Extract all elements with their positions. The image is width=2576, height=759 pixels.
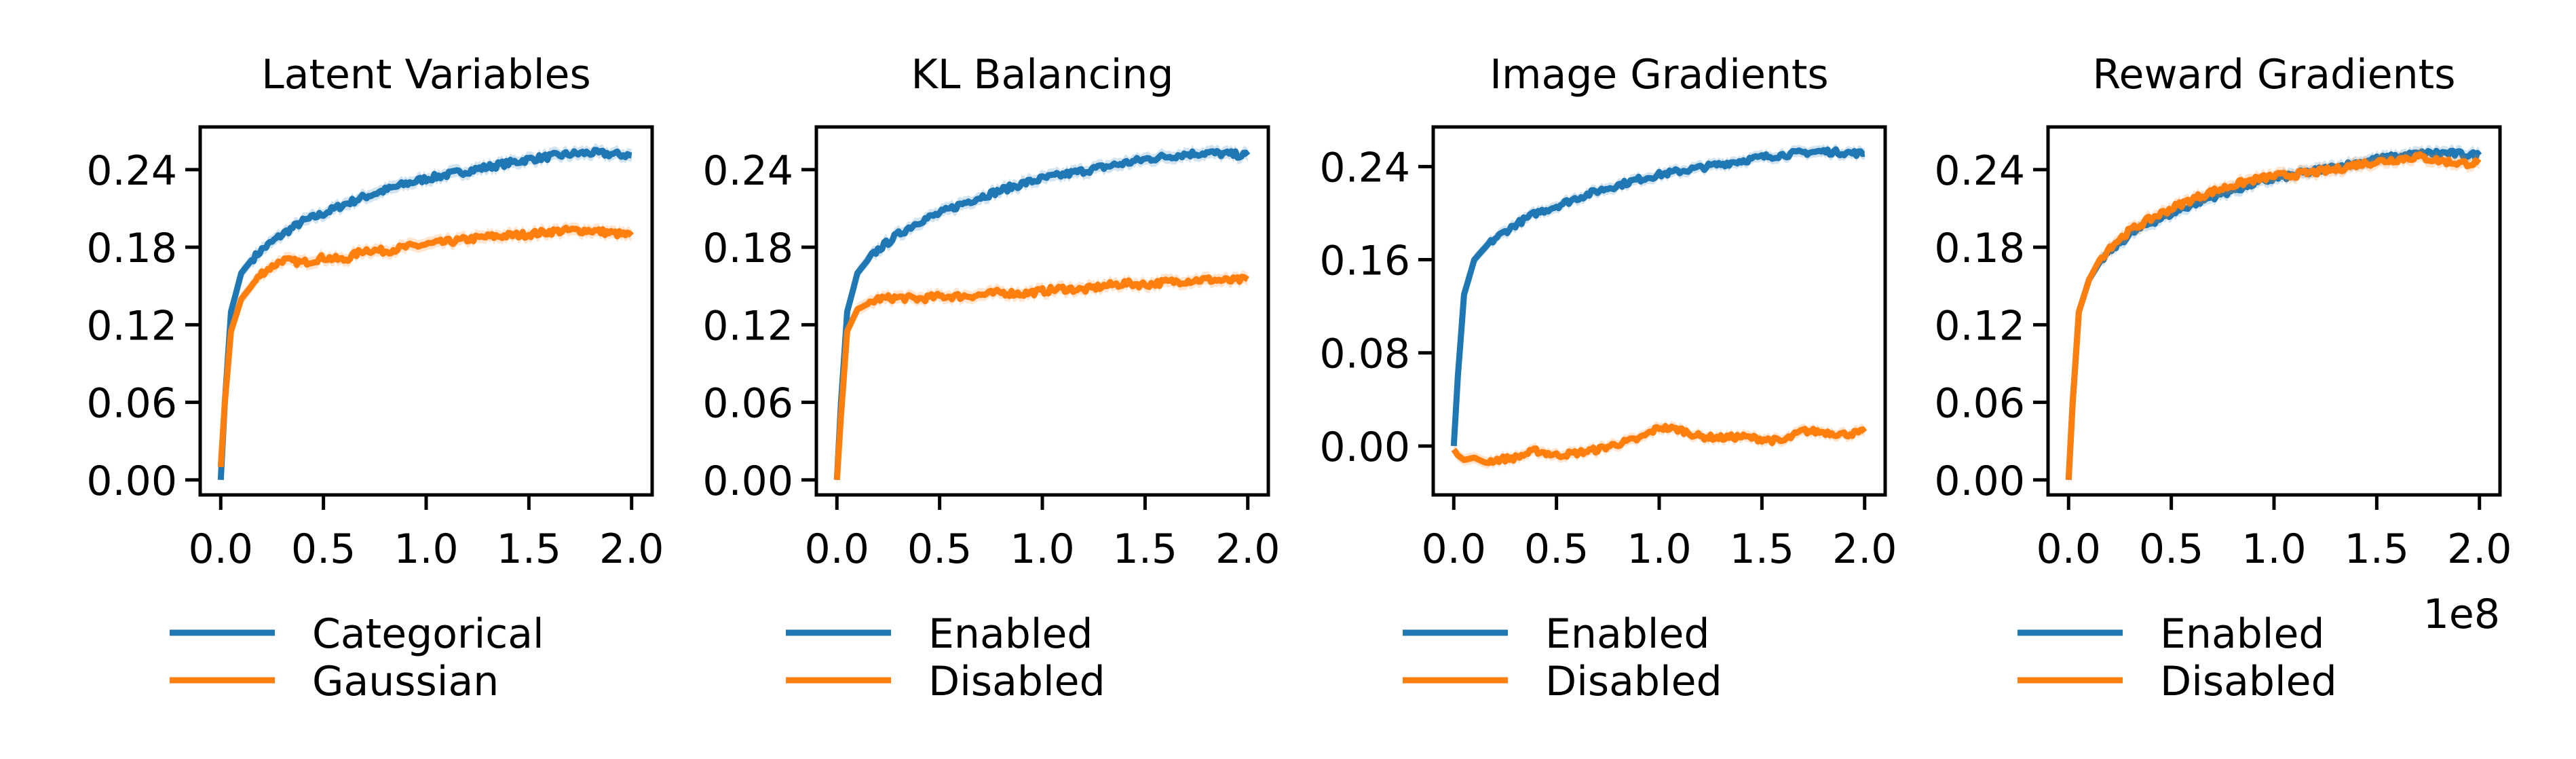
y-tick-label: 0.06 <box>86 380 177 428</box>
x-tick-label: 0.0 <box>1422 525 1486 573</box>
series-band-enabled <box>837 145 1248 487</box>
legend-label: Disabled <box>928 658 1105 705</box>
y-tick-label: 0.24 <box>1934 147 2025 195</box>
x-tick-label: 1.0 <box>394 525 458 573</box>
y-tick-label: 0.12 <box>702 302 793 350</box>
y-tick-label: 0.00 <box>1319 424 1410 471</box>
x-tick-label: 0.5 <box>291 525 356 573</box>
legend-label: Enabled <box>1545 610 1709 658</box>
x-tick-label: 2.0 <box>2447 525 2512 573</box>
y-tick-label: 0.12 <box>86 302 177 350</box>
subplot-1: Latent Variables 0.0 0.5 1.0 1.5 2.0 0.00 0.06 0… <box>86 51 664 705</box>
series-line-disabled <box>1451 423 1868 466</box>
subplot-title: Image Gradients <box>1490 51 1828 98</box>
series-line-gaussian <box>217 224 634 468</box>
subplot-title: Latent Variables <box>261 51 590 98</box>
subplot-3: Image Gradients 0.0 0.5 1.0 1.5 2.0 0.00 0.08 0.… <box>1319 51 1897 705</box>
y-tick-label: 0.24 <box>1319 144 1410 191</box>
x-tick-label: 1.0 <box>1010 525 1074 573</box>
series-band-enabled <box>1454 143 1865 452</box>
legend-label: Disabled <box>2160 658 2337 705</box>
y-tick-label: 0.18 <box>702 225 793 272</box>
x-tick-label: 2.0 <box>1215 525 1280 573</box>
x-tick-label: 0.0 <box>2037 525 2101 573</box>
y-tick-label: 0.06 <box>702 380 793 428</box>
x-tick-label: 1.5 <box>497 525 561 573</box>
x-offset-label: 1e8 <box>2423 591 2500 638</box>
y-tick-label: 0.24 <box>702 147 793 195</box>
x-tick-label: 1.5 <box>1113 525 1177 573</box>
y-tick-label: 0.18 <box>86 225 177 272</box>
x-tick-label: 0.5 <box>1524 525 1589 573</box>
x-tick-label: 2.0 <box>599 525 664 573</box>
subplot-title: Reward Gradients <box>2093 51 2456 98</box>
x-tick-label: 1.0 <box>2241 525 2306 573</box>
series-band-disabled <box>837 270 1248 487</box>
y-tick-label: 0.16 <box>1319 238 1410 285</box>
series-line-enabled <box>833 148 1251 481</box>
legend-label: Gaussian <box>312 658 499 705</box>
x-tick-label: 2.0 <box>1832 525 1897 573</box>
legend-label: Enabled <box>2160 610 2324 658</box>
x-tick-label: 0.0 <box>189 525 253 573</box>
y-tick-label: 0.00 <box>86 458 177 505</box>
y-tick-label: 0.18 <box>1934 225 2025 272</box>
y-tick-label: 0.00 <box>702 458 793 505</box>
series-line-categorical <box>217 147 633 481</box>
x-tick-label: 0.5 <box>2139 525 2203 573</box>
subplot-2: KL Balancing 0.0 0.5 1.0 1.5 2.0 0.00 0.06 0.12 0… <box>702 51 1280 705</box>
x-tick-label: 1.0 <box>1627 525 1691 573</box>
series-band-enabled <box>2068 144 2480 487</box>
axes-frame <box>1431 125 1887 497</box>
y-tick-label: 0.08 <box>1319 331 1410 378</box>
legend-label: Categorical <box>312 610 544 658</box>
legend-label: Enabled <box>928 610 1093 658</box>
series-band-categorical <box>221 143 632 487</box>
series-line-disabled <box>833 274 1250 481</box>
series-line-enabled <box>2065 147 2482 481</box>
subplot-title: KL Balancing <box>911 51 1173 98</box>
x-tick-label: 1.5 <box>1730 525 1794 573</box>
y-tick-label: 0.00 <box>1934 458 2025 505</box>
x-tick-label: 1.5 <box>2345 525 2409 573</box>
y-tick-label: 0.12 <box>1934 302 2025 350</box>
x-tick-label: 0.5 <box>907 525 972 573</box>
legend-label: Disabled <box>1545 658 1722 705</box>
series-line-disabled <box>2065 151 2482 481</box>
series-line-enabled <box>1450 146 1866 447</box>
y-tick-label: 0.06 <box>1934 380 2025 428</box>
series-band-disabled <box>2068 147 2480 487</box>
y-tick-label: 0.24 <box>86 147 177 195</box>
subplot-4: Reward Gradients 0.0 0.5 1.0 1.5 2.0 0.00 0.06 0… <box>1934 51 2512 705</box>
x-tick-label: 0.0 <box>805 525 869 573</box>
